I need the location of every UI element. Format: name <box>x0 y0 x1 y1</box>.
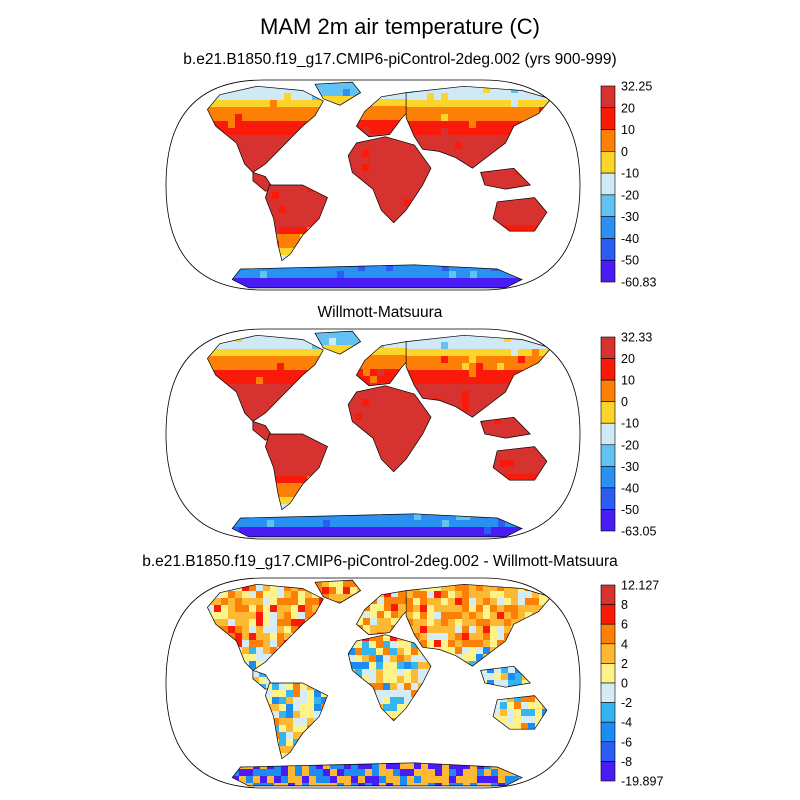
colorbar-swatch <box>600 172 616 196</box>
colorbar-swatch <box>600 761 616 782</box>
panel-title-obs: Willmott-Matsuura <box>317 304 443 321</box>
colorbar-tick-label: 8 <box>621 598 628 612</box>
map-panel-model <box>165 79 581 291</box>
colorbar-tick-label: -10 <box>621 167 639 181</box>
land-australia <box>493 446 547 481</box>
colorbar-swatch <box>600 401 616 424</box>
figure-title: MAM 2m air temperature (C) <box>260 14 540 39</box>
colorbar-swatch <box>600 238 616 261</box>
colorbar-swatch <box>600 129 616 152</box>
colorbar-tick-label: -50 <box>621 254 639 268</box>
colorbar-tick-label: -8 <box>621 755 632 769</box>
colorbar-tick-label: 12.127 <box>621 579 659 593</box>
colorbar-tick-label: -4 <box>621 716 632 730</box>
colorbar-model: 32.25 20 10 0 -10 -20 -30 -40 -50 -60.83 <box>600 80 656 290</box>
colorbar-tick-label: -20 <box>621 438 639 452</box>
colorbar-swatch <box>600 107 616 130</box>
colorbar-tick-label: -30 <box>621 210 639 224</box>
colorbar-tick-label: -30 <box>621 460 639 474</box>
colorbar-tick-label: -60.83 <box>621 276 656 290</box>
colorbar-tick-label: 6 <box>621 618 628 632</box>
colorbar-tick-label: 32.25 <box>621 80 652 94</box>
colorbar-swatch <box>600 151 616 174</box>
colorbar-swatch <box>600 85 616 109</box>
colorbar-tick-label: -40 <box>621 232 639 246</box>
colorbar-swatch <box>600 444 616 467</box>
colorbar-swatch <box>600 336 616 359</box>
colorbar-swatch <box>600 663 616 684</box>
colorbar-swatch <box>600 741 616 762</box>
colorbar-tick-label: -2 <box>621 696 632 710</box>
colorbar-swatch <box>600 487 616 510</box>
colorbar-diff: 12.127 8 6 4 2 0 -2 -4 -6 -8 -19.897 <box>600 579 663 789</box>
colorbar-swatch <box>600 584 616 605</box>
colorbar-obs: 32.33 20 10 0 -10 -20 -30 -40 -50 -63.05 <box>600 331 656 539</box>
map-panel-obs <box>165 328 581 540</box>
colorbar-swatch <box>600 509 616 532</box>
colorbar-swatch <box>600 643 616 664</box>
colorbar-tick-label: 0 <box>621 677 628 691</box>
colorbar-tick-label: -19.897 <box>621 775 663 789</box>
colorbar-tick-label: 2 <box>621 657 628 671</box>
colorbar-tick-label: -50 <box>621 503 639 517</box>
colorbar-swatch <box>600 216 616 239</box>
panel-title-model: b.e21.B1850.f19_g17.CMIP6-piControl-2deg… <box>183 51 617 68</box>
colorbar-swatch <box>600 702 616 723</box>
colorbar-tick-label: -10 <box>621 417 639 431</box>
colorbar-swatch <box>600 466 616 489</box>
colorbar-tick-label: 10 <box>621 374 635 388</box>
colorbar-tick-label: -63.05 <box>621 525 656 539</box>
colorbar-swatch <box>600 623 616 645</box>
colorbar-tick-label: 4 <box>621 637 628 651</box>
colorbar-swatch <box>600 604 616 625</box>
colorbar-tick-label: 0 <box>621 145 628 159</box>
colorbar-tick-label: -20 <box>621 188 639 202</box>
map-panel-diff <box>165 577 581 789</box>
colorbar-swatch <box>600 422 616 446</box>
colorbar-swatch <box>600 259 616 283</box>
colorbar-tick-label: 20 <box>621 101 635 115</box>
colorbar-swatch <box>600 721 616 743</box>
panel-title-diff: b.e21.B1850.f19_g17.CMIP6-piControl-2deg… <box>142 553 618 570</box>
colorbar-swatch <box>600 358 616 381</box>
colorbar-swatch <box>600 379 616 402</box>
colorbar-tick-label: 0 <box>621 395 628 409</box>
colorbar-swatch <box>600 194 616 217</box>
colorbar-swatch <box>600 682 616 703</box>
colorbar-tick-label: -40 <box>621 481 639 495</box>
colorbar-tick-label: 20 <box>621 352 635 366</box>
colorbar-tick-label: -6 <box>621 735 632 749</box>
colorbar-tick-label: 10 <box>621 123 635 137</box>
colorbar-tick-label: 32.33 <box>621 331 652 345</box>
land-australia <box>493 695 547 730</box>
